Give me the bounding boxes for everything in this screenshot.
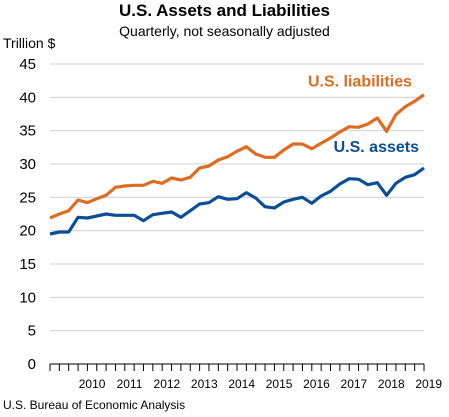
chart-subtitle: Quarterly, not seasonally adjusted: [119, 23, 330, 39]
x-tick-label: 2019: [415, 377, 442, 391]
x-tick-label: 2015: [266, 377, 293, 391]
liabilities-label: U.S. liabilities: [308, 74, 412, 91]
y-tick-label: 25: [19, 189, 36, 206]
y-tick-label: 5: [28, 323, 36, 340]
y-tick-label: 10: [19, 289, 36, 306]
y-tick-label: 35: [19, 123, 36, 140]
x-tick-label: 2012: [154, 377, 181, 391]
assets-label: U.S. assets: [334, 139, 419, 156]
x-tick-label: 2016: [303, 377, 330, 391]
liabilities-line: [49, 93, 425, 220]
source-note: U.S. Bureau of Economic Analysis: [3, 398, 186, 412]
chart-title: U.S. Assets and Liabilities: [119, 1, 330, 20]
y-tick-label: 0: [28, 356, 36, 373]
y-axis-unit-label: Trillion $: [3, 35, 56, 51]
x-tick-label: 2017: [341, 377, 368, 391]
y-tick-label: 45: [19, 56, 36, 73]
x-tick-label: 2010: [79, 377, 106, 391]
x-tick-label: 2014: [228, 377, 255, 391]
x-tick-label: 2018: [378, 377, 405, 391]
x-tick-label: 2011: [117, 377, 143, 391]
y-tick-label: 15: [19, 256, 36, 273]
y-tick-label: 20: [19, 223, 36, 240]
y-tick-label: 40: [19, 89, 36, 106]
x-tick-label: 2013: [191, 377, 218, 391]
y-tick-label: 30: [19, 156, 36, 173]
assets-line: [49, 166, 425, 236]
